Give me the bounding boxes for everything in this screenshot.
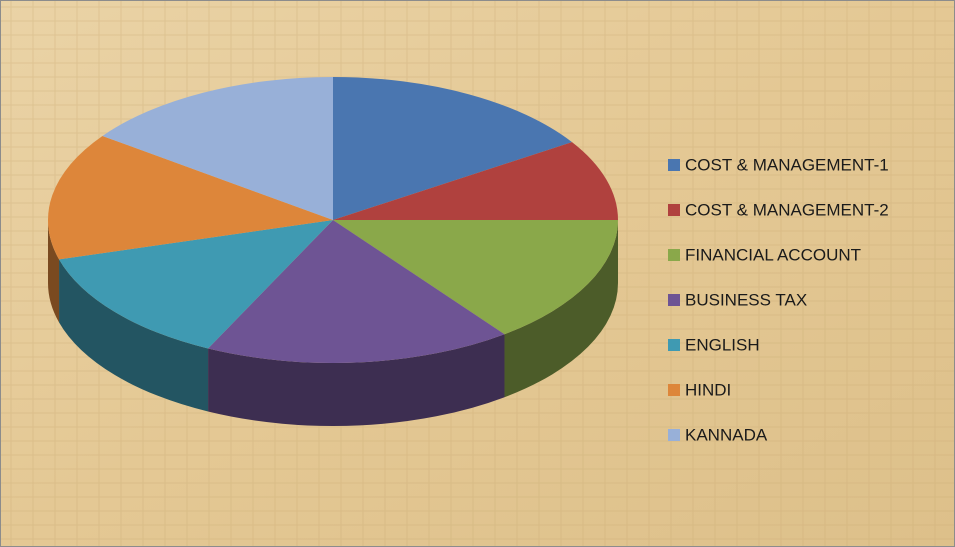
- legend-label: ENGLISH: [685, 335, 760, 354]
- legend-swatch: [668, 294, 680, 306]
- slice: [333, 220, 618, 335]
- legend: COST & MANAGEMENT-1 COST & MANAGEMENT-2 FI…: [668, 155, 889, 444]
- slice-side: [59, 259, 209, 412]
- slice-side: [208, 334, 505, 427]
- legend-label: COST & MANAGEMENT-2: [685, 200, 889, 219]
- legend-label: FINANCIAL ACCOUNT: [685, 245, 861, 264]
- legend-swatch: [668, 204, 680, 216]
- slice-side: [504, 220, 618, 398]
- slice: [59, 220, 334, 349]
- legend-swatch: [668, 249, 680, 261]
- legend-swatch: [668, 159, 680, 171]
- legend-label: KANNADA: [685, 425, 768, 444]
- slice: [208, 220, 505, 363]
- legend-label: COST & MANAGEMENT-1: [685, 155, 889, 174]
- legend-label: HINDI: [685, 380, 731, 399]
- legend-swatch: [668, 429, 680, 441]
- legend-swatch: [668, 339, 680, 351]
- slice: [333, 77, 573, 220]
- slice: [102, 77, 334, 220]
- slice: [333, 142, 618, 220]
- slice: [48, 135, 334, 260]
- pie: [48, 77, 618, 427]
- legend-swatch: [668, 384, 680, 396]
- legend-label: BUSINESS TAX: [685, 290, 807, 309]
- slice-side: [48, 220, 60, 323]
